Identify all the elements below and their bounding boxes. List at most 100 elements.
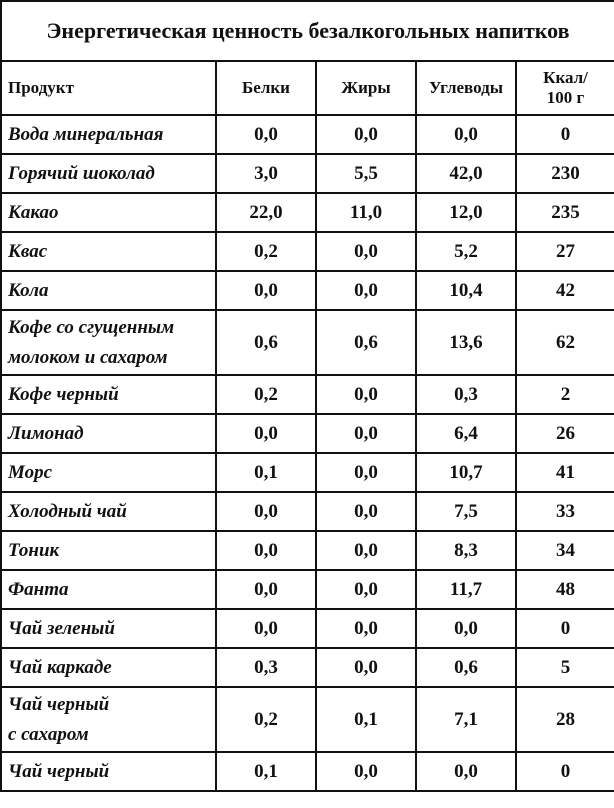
value-cell: 7,5 xyxy=(415,491,517,532)
value-cell: 5 xyxy=(514,647,614,688)
value-cell: 0,2 xyxy=(215,374,317,415)
table-row: Кофе со сгущенным молоком и сахаром 0,6 0,… xyxy=(0,309,614,376)
value-cell: 0,0 xyxy=(315,374,417,415)
value-cell: 0,0 xyxy=(315,608,417,649)
value-cell: 33 xyxy=(514,491,614,532)
value-cell: 0,0 xyxy=(315,751,417,792)
value-cell: 0,0 xyxy=(415,114,517,155)
table-row: Чай каркаде 0,3 0,0 0,6 5 xyxy=(0,647,614,688)
value-cell: 0 xyxy=(514,751,614,792)
product-cell: Чай каркаде xyxy=(0,647,217,688)
table-row: Кофе черный 0,2 0,0 0,3 2 xyxy=(0,374,614,415)
value-cell: 34 xyxy=(514,530,614,571)
table-row: Чай черный с сахаром 0,2 0,1 7,1 28 xyxy=(0,686,614,753)
header-cell: Жиры xyxy=(315,60,417,116)
value-cell: 0,0 xyxy=(315,647,417,688)
value-cell: 0,0 xyxy=(215,530,317,571)
product-cell: Квас xyxy=(0,231,217,272)
value-cell: 0,0 xyxy=(315,452,417,493)
value-cell: 11,7 xyxy=(415,569,517,610)
value-cell: 0,0 xyxy=(215,491,317,532)
product-cell: Тоник xyxy=(0,530,217,571)
value-cell: 3,0 xyxy=(215,153,317,194)
value-cell: 42 xyxy=(514,270,614,311)
product-cell: Холодный чай xyxy=(0,491,217,532)
value-cell: 2 xyxy=(514,374,614,415)
product-cell: Кофе черный xyxy=(0,374,217,415)
product-cell: Фанта xyxy=(0,569,217,610)
header-cell: Продукт xyxy=(0,60,217,116)
product-cell: Горячий шоколад xyxy=(0,153,217,194)
product-cell: Морс xyxy=(0,452,217,493)
value-cell: 5,2 xyxy=(415,231,517,272)
value-cell: 0,0 xyxy=(315,569,417,610)
value-cell: 0,6 xyxy=(315,309,417,376)
value-cell: 0,0 xyxy=(415,751,517,792)
value-cell: 28 xyxy=(514,686,614,753)
value-cell: 0,0 xyxy=(215,114,317,155)
product-cell: Чай зеленый xyxy=(0,608,217,649)
value-cell: 0,0 xyxy=(215,608,317,649)
header-cell: Углеводы xyxy=(415,60,517,116)
value-cell: 235 xyxy=(514,192,614,233)
product-cell: Кофе со сгущенным молоком и сахаром xyxy=(0,309,217,376)
value-cell: 7,1 xyxy=(415,686,517,753)
table-row: Тоник 0,0 0,0 8,3 34 xyxy=(0,530,614,571)
value-cell: 0 xyxy=(514,114,614,155)
value-cell: 0,3 xyxy=(215,647,317,688)
value-cell: 12,0 xyxy=(415,192,517,233)
value-cell: 48 xyxy=(514,569,614,610)
header-row: Продукт Белки Жиры Углеводы Ккал/ 100 г xyxy=(0,60,614,116)
value-cell: 13,6 xyxy=(415,309,517,376)
value-cell: 0,0 xyxy=(315,270,417,311)
product-cell: Кола xyxy=(0,270,217,311)
header-cell: Ккал/ 100 г xyxy=(514,60,614,116)
table-row: Лимонад 0,0 0,0 6,4 26 xyxy=(0,413,614,454)
value-cell: 0,1 xyxy=(215,751,317,792)
value-cell: 27 xyxy=(514,231,614,272)
value-cell: 0,2 xyxy=(215,231,317,272)
value-cell: 62 xyxy=(514,309,614,376)
value-cell: 0,0 xyxy=(315,413,417,454)
value-cell: 8,3 xyxy=(415,530,517,571)
value-cell: 0,1 xyxy=(215,452,317,493)
value-cell: 0,1 xyxy=(315,686,417,753)
value-cell: 6,4 xyxy=(415,413,517,454)
value-cell: 10,7 xyxy=(415,452,517,493)
value-cell: 0 xyxy=(514,608,614,649)
product-cell: Вода минеральная xyxy=(0,114,217,155)
table-row: Вода минеральная 0,0 0,0 0,0 0 xyxy=(0,114,614,155)
value-cell: 0,0 xyxy=(315,231,417,272)
table-row: Морс 0,1 0,0 10,7 41 xyxy=(0,452,614,493)
table-row: Какао 22,0 11,0 12,0 235 xyxy=(0,192,614,233)
table-row: Чай зеленый 0,0 0,0 0,0 0 xyxy=(0,608,614,649)
product-cell: Какао xyxy=(0,192,217,233)
value-cell: 42,0 xyxy=(415,153,517,194)
value-cell: 0,0 xyxy=(415,608,517,649)
value-cell: 0,0 xyxy=(315,114,417,155)
table-row: Горячий шоколад 3,0 5,5 42,0 230 xyxy=(0,153,614,194)
product-cell: Чай черный xyxy=(0,751,217,792)
value-cell: 5,5 xyxy=(315,153,417,194)
table-title: Энергетическая ценность безалкогольных н… xyxy=(0,0,614,62)
value-cell: 0,0 xyxy=(215,270,317,311)
value-cell: 0,0 xyxy=(315,491,417,532)
value-cell: 10,4 xyxy=(415,270,517,311)
value-cell: 0,6 xyxy=(415,647,517,688)
value-cell: 26 xyxy=(514,413,614,454)
table-row: Холодный чай 0,0 0,0 7,5 33 xyxy=(0,491,614,532)
table-row: Чай черный 0,1 0,0 0,0 0 xyxy=(0,751,614,792)
value-cell: 0,3 xyxy=(415,374,517,415)
table-row: Квас 0,2 0,0 5,2 27 xyxy=(0,231,614,272)
value-cell: 230 xyxy=(514,153,614,194)
value-cell: 0,2 xyxy=(215,686,317,753)
table-row: Кола 0,0 0,0 10,4 42 xyxy=(0,270,614,311)
table-row: Фанта 0,0 0,0 11,7 48 xyxy=(0,569,614,610)
product-cell: Чай черный с сахаром xyxy=(0,686,217,753)
value-cell: 0,0 xyxy=(215,413,317,454)
header-cell: Белки xyxy=(215,60,317,116)
value-cell: 0,0 xyxy=(315,530,417,571)
product-cell: Лимонад xyxy=(0,413,217,454)
